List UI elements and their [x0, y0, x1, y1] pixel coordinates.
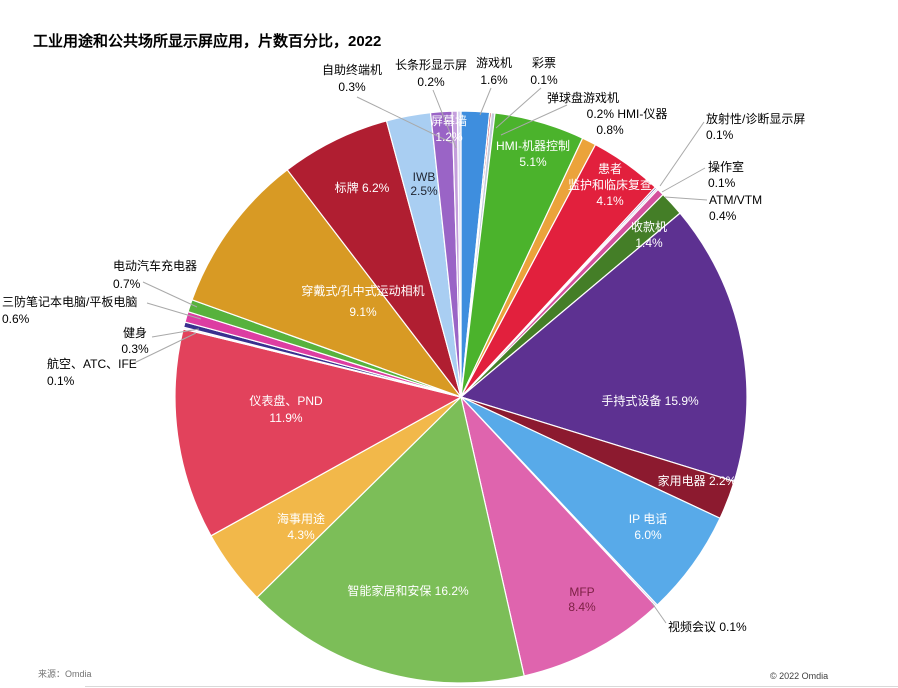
- source-note: 来源：Omdia: [38, 669, 92, 679]
- bottom-border-line: [85, 686, 898, 687]
- chart-title: 工业用途和公共场所显示屏应用，片数百分比，2022: [33, 33, 382, 50]
- pie-slice-smart-home-security: [256, 396, 525, 684]
- pie-slice-mfp: [460, 396, 657, 677]
- leader-line-aviation-atc-ife: [131, 332, 197, 365]
- leader-line-stretched-display: [432, 89, 457, 149]
- pie-slice-handheld-devices: [460, 212, 748, 483]
- leader-line-rugged-laptop-tablet: [146, 302, 202, 320]
- leader-line-radiology-diagnostic: [659, 121, 705, 187]
- copyright-note: © 2022 Omdia: [770, 671, 829, 681]
- leader-line-pachinko: [500, 104, 568, 136]
- leader-line-self-service-kiosk: [356, 96, 453, 144]
- leader-line-game-machine: [479, 87, 492, 116]
- leader-line-operating-room: [661, 167, 706, 193]
- pie-slice-wearable-action-camera: [191, 169, 462, 398]
- leader-line-ev-charger: [142, 281, 198, 308]
- leader-line-atm-vtm: [664, 196, 708, 201]
- pie-slice-stretched-display: [456, 110, 462, 398]
- leader-line-video-conferencing: [651, 602, 667, 624]
- leader-line-lottery: [495, 87, 542, 129]
- pie-slice-dashboard-pnd: [174, 328, 462, 537]
- leader-line-fitness: [151, 328, 200, 338]
